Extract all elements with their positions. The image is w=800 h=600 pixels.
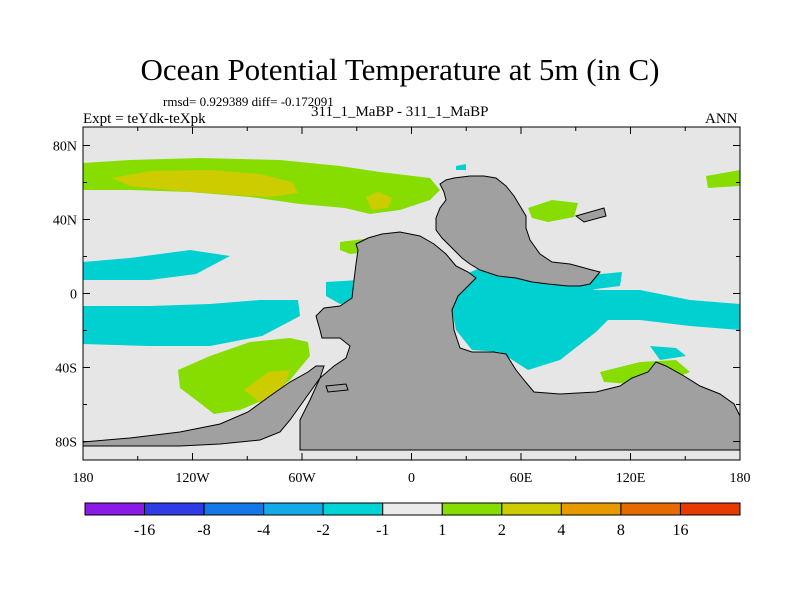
anomaly-north-atlantic-yellow [366, 192, 392, 210]
colorbar-swatch [263, 502, 324, 516]
colorbar-label: -2 [317, 522, 330, 539]
colorbar-swatch [560, 502, 622, 516]
y-tick-label: 40S [55, 362, 77, 377]
anomaly-indian-ocean-cyan [452, 265, 740, 370]
colorbar-label: 2 [498, 522, 506, 539]
land-atlantic-islet [325, 383, 349, 393]
colorbar-swatch [441, 502, 503, 516]
anomaly-south-pacific-yellow [244, 370, 290, 404]
colorbar-label: -8 [197, 522, 210, 539]
y-tick-label: 0 [70, 288, 77, 303]
land-southern-strip [82, 365, 325, 447]
map-title: Ocean Potential Temperature at 5m (in C) [140, 52, 660, 87]
colorbar-swatch [679, 502, 741, 516]
y-tick-label: 80S [55, 436, 77, 451]
y-tick-label: 40N [53, 214, 77, 229]
colorbar-label: -1 [376, 522, 389, 539]
colorbar-labels: -16 -8 -4 -2 -1 1 2 4 8 16 [134, 522, 689, 539]
anomaly-ne-pacific-green [706, 170, 740, 188]
colorbar-swatch [322, 502, 384, 516]
colorbar-label: -4 [257, 522, 270, 539]
x-tick-label: 180 [730, 471, 751, 486]
anomaly-north-pacific-yellow [112, 170, 298, 197]
x-tick-label: 60E [510, 471, 533, 486]
anomaly-arctic-cyan [456, 164, 466, 170]
anomaly-equatorial-pacific-cyan [83, 250, 230, 280]
land-greenland-block [574, 207, 607, 223]
colorbar [84, 502, 741, 516]
colorbar-label: 16 [672, 522, 688, 539]
colorbar-swatch [144, 502, 205, 516]
case-subtitle: 311_1_MaBP - 311_1_MaBP [311, 104, 489, 120]
colorbar-label: 8 [617, 522, 625, 539]
colorbar-swatch [501, 502, 562, 516]
colorbar-label: -16 [134, 522, 155, 539]
colorbar-swatch [84, 502, 146, 516]
anomaly-nw-pacific-green [528, 200, 578, 222]
x-tick-label: 180 [73, 471, 94, 486]
colorbar-label: 1 [438, 522, 446, 539]
x-tick-label: 0 [408, 471, 415, 486]
anomaly-south-pacific-green [178, 338, 310, 414]
colorbar-swatch [203, 502, 265, 516]
axis-ticks [82, 127, 741, 460]
anomaly-southwest-pacific-cyan [650, 346, 686, 360]
x-tick-label: 120W [175, 471, 210, 486]
colorbar-swatch [382, 502, 443, 516]
season-label: ANN [705, 111, 738, 127]
colorbar-label: 4 [557, 522, 565, 539]
experiment-label: Expt = teYdk-teXpk [83, 111, 206, 127]
axis-labels: 80N 40N 0 40S 80S 180 120W 60W 0 60E 120E 180 [53, 140, 751, 487]
land-north-landmass [435, 175, 601, 287]
anomaly-south-pacific-cyan [83, 300, 300, 346]
colorbar-swatch [620, 502, 681, 516]
land-central-continent [299, 231, 741, 451]
x-tick-label: 120E [616, 471, 646, 486]
y-tick-label: 80N [53, 140, 77, 155]
x-tick-label: 60W [288, 471, 316, 486]
rmsd-diff-stats: rmsd= 0.929389 diff= -0.172091 [163, 94, 334, 109]
map-panel [82, 126, 741, 461]
